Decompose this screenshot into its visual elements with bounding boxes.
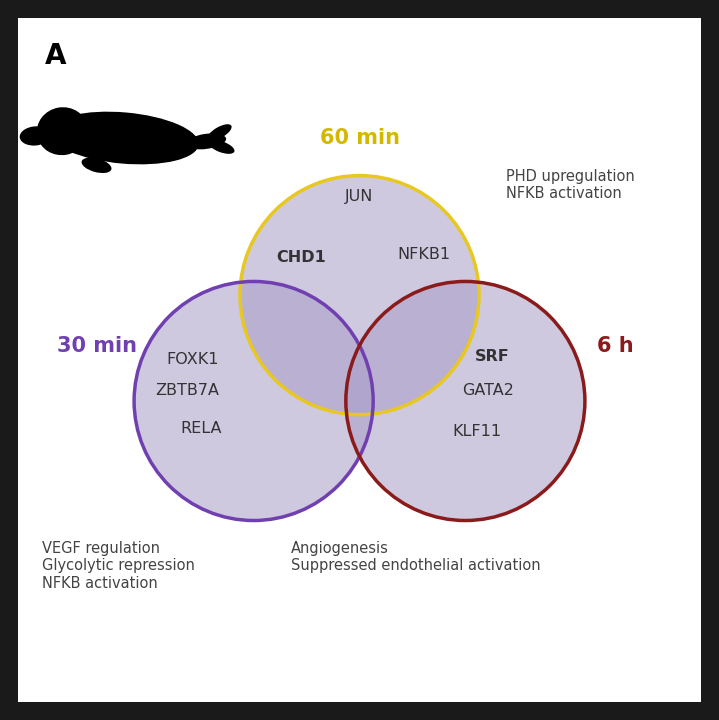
Text: 30 min: 30 min bbox=[57, 336, 137, 356]
Ellipse shape bbox=[19, 126, 50, 145]
Ellipse shape bbox=[49, 112, 198, 164]
Text: SRF: SRF bbox=[475, 349, 510, 364]
Text: VEGF regulation
Glycolytic repression
NFKB activation: VEGF regulation Glycolytic repression NF… bbox=[42, 541, 195, 591]
Text: JUN: JUN bbox=[345, 189, 374, 204]
Ellipse shape bbox=[37, 107, 88, 155]
Ellipse shape bbox=[186, 133, 226, 149]
Text: Angiogenesis
Suppressed endothelial activation: Angiogenesis Suppressed endothelial acti… bbox=[291, 541, 541, 573]
Text: 60 min: 60 min bbox=[319, 128, 400, 148]
Text: ZBTB7A: ZBTB7A bbox=[155, 383, 219, 398]
Text: NFKB1: NFKB1 bbox=[398, 247, 451, 261]
Circle shape bbox=[346, 282, 585, 521]
Circle shape bbox=[240, 176, 479, 415]
Text: CHD1: CHD1 bbox=[277, 250, 326, 265]
Text: KLF11: KLF11 bbox=[452, 424, 502, 439]
Ellipse shape bbox=[207, 125, 232, 141]
Text: GATA2: GATA2 bbox=[462, 383, 514, 398]
Text: PHD upregulation
NFKB activation: PHD upregulation NFKB activation bbox=[506, 168, 635, 201]
Text: RELA: RELA bbox=[180, 420, 221, 436]
Ellipse shape bbox=[81, 158, 111, 173]
Circle shape bbox=[134, 282, 373, 521]
Text: FOXK1: FOXK1 bbox=[166, 353, 219, 367]
Text: 6 h: 6 h bbox=[597, 336, 634, 356]
Text: A: A bbox=[45, 42, 67, 71]
Ellipse shape bbox=[209, 140, 234, 154]
